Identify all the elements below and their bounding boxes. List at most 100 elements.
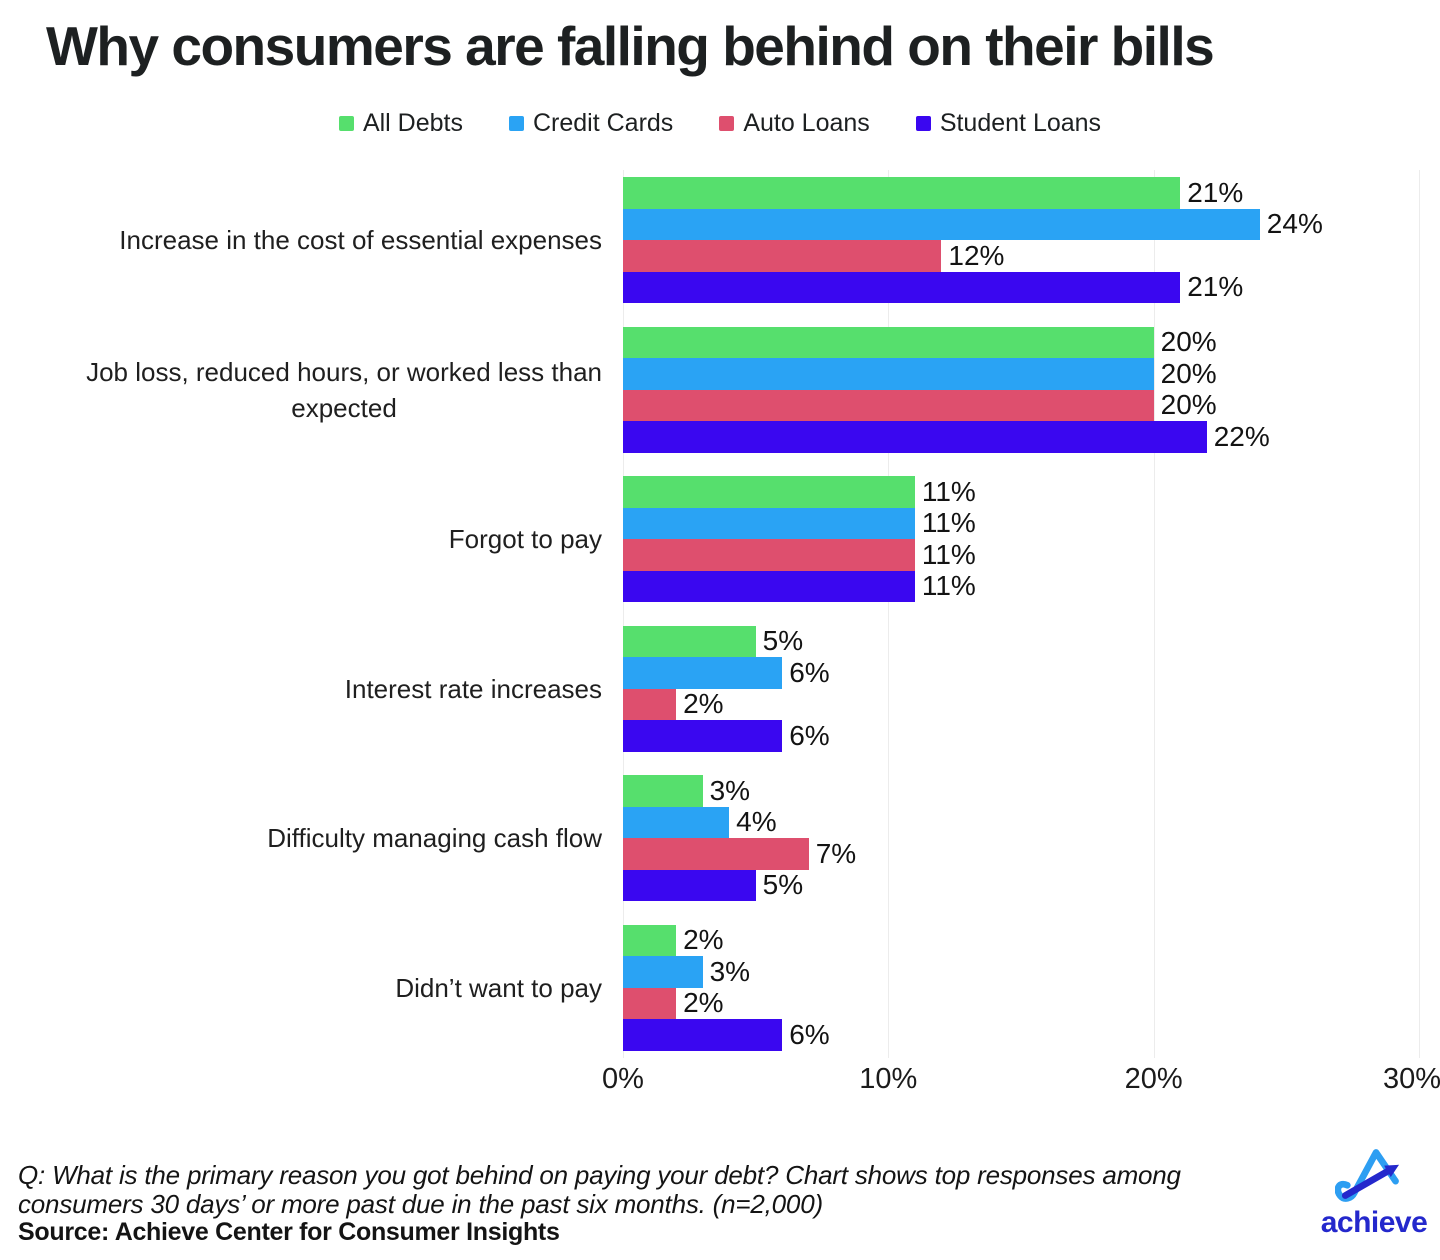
bar-value-label: 11% — [921, 570, 976, 602]
bar-value-label: 22% — [1213, 420, 1270, 452]
category-bars: 2% 3% 2% 6% — [623, 924, 1419, 1051]
bar-value-label: 2% — [683, 688, 724, 720]
bar — [623, 657, 783, 689]
bar — [623, 326, 1154, 358]
category-label: Interest rate increases — [344, 673, 602, 704]
gridline — [1153, 170, 1155, 1058]
bar-value-label: 21% — [1187, 176, 1244, 208]
bar-row: 6% — [623, 720, 1419, 752]
bar — [623, 775, 703, 807]
x-axis-tick: 30% — [1383, 1063, 1440, 1095]
bar-row: 4% — [623, 806, 1419, 838]
bar-value-label: 20% — [1160, 357, 1217, 389]
bar-row: 3% — [623, 956, 1419, 988]
bar — [623, 539, 915, 571]
bar-row: 21% — [623, 271, 1419, 303]
gridline — [1419, 170, 1420, 1058]
bar — [623, 507, 915, 539]
bar-value-label: 3% — [709, 955, 751, 987]
source-line: Source: Achieve Center for Consumer Insi… — [18, 1218, 560, 1246]
bar-row: 12% — [623, 240, 1419, 272]
legend-swatch-icon — [338, 115, 354, 131]
bar — [623, 806, 730, 838]
bar-row: 6% — [623, 657, 1419, 689]
bar — [623, 476, 915, 508]
bar-row: 5% — [623, 869, 1419, 901]
legend-label: Student Loans — [939, 108, 1102, 137]
x-axis: 0% 10% 20% 30% — [602, 1062, 1440, 1098]
bar — [623, 421, 1207, 453]
legend-item: Credit Cards — [508, 108, 674, 138]
legend-item: Auto Loans — [719, 109, 870, 138]
bar — [623, 688, 677, 720]
footnote-question: Q: What is the primary reason you got be… — [18, 1160, 1181, 1219]
bar — [623, 924, 677, 956]
bar-row: 7% — [623, 838, 1419, 870]
bar — [623, 358, 1154, 390]
bar — [623, 956, 703, 988]
category-group: Job loss, reduced hours, or worked less … — [0, 326, 1440, 453]
bar-value-label: 3% — [709, 774, 751, 806]
category-group: Difficulty managing cash flow 3% 4% 7% 5… — [0, 775, 1440, 901]
category-label: Difficulty managing cash flow — [267, 823, 602, 853]
legend-swatch-icon — [719, 115, 735, 131]
bar-value-label: 5% — [762, 625, 804, 657]
bar-row: 3% — [623, 775, 1419, 807]
bar-value-label: 12% — [948, 239, 1005, 271]
bar-value-label: 2% — [683, 924, 724, 956]
category-bars: 11% 11% 11% 11% — [623, 476, 1419, 602]
legend-item: All Debts — [338, 109, 463, 138]
bar-row: 2% — [623, 924, 1419, 956]
bar — [623, 987, 677, 1019]
bar-value-label: 2% — [683, 987, 724, 1019]
achieve-logo-text: achieve — [1320, 1206, 1428, 1239]
bar-row: 5% — [623, 625, 1419, 657]
legend-item: Student Loans — [915, 108, 1102, 138]
bar-row: 11% — [623, 507, 1419, 539]
bar-row: 11% — [623, 570, 1419, 602]
bar-row: 20% — [623, 326, 1419, 358]
category-label: Didn’t want to pay — [395, 972, 602, 1003]
bar-groups: Increase in the cost of essential expens… — [0, 177, 1440, 1057]
bar-value-label: 20% — [1160, 326, 1217, 358]
gridlines — [623, 170, 1420, 1058]
bar-value-label: 20% — [1160, 389, 1217, 421]
bar-row: 20% — [623, 389, 1419, 421]
bar — [623, 389, 1154, 421]
bar-value-label: 7% — [815, 837, 857, 869]
bar — [623, 720, 783, 752]
legend-label: Credit Cards — [532, 108, 674, 137]
bar-value-label: 24% — [1266, 208, 1323, 240]
bar-row: 6% — [623, 1019, 1419, 1051]
category-bars: 20% 20% 20% 22% — [623, 326, 1419, 453]
category-group: Didn’t want to pay 2% 3% 2% 6% — [0, 924, 1440, 1051]
bar — [623, 177, 1181, 209]
bar-value-label: 4% — [736, 806, 777, 838]
legend-swatch-icon — [915, 115, 931, 131]
legend: All Debts Credit Cards Auto Loans Studen… — [0, 106, 1440, 140]
bar — [623, 271, 1181, 303]
bar — [623, 838, 809, 870]
category-label: Forgot to pay — [448, 524, 602, 554]
gridline — [888, 170, 890, 1058]
bar-row: 24% — [623, 208, 1419, 240]
bar-row: 2% — [623, 688, 1419, 720]
bar-value-label: 6% — [789, 656, 830, 688]
bar-row: 21% — [623, 177, 1419, 209]
bar-row: 2% — [623, 987, 1419, 1019]
bar-value-label: 11% — [921, 475, 976, 507]
bar-row: 11% — [623, 539, 1419, 571]
x-axis-tick: 0% — [602, 1063, 644, 1095]
bar — [623, 1019, 783, 1051]
bar — [623, 570, 915, 602]
category-bars: 5% 6% 2% 6% — [623, 625, 1419, 752]
bar-row: 20% — [623, 358, 1419, 390]
category-group: Interest rate increases 5% 6% 2% 6% — [0, 625, 1440, 752]
bar-value-label: 11% — [921, 538, 976, 570]
category-bars: 3% 4% 7% 5% — [623, 775, 1419, 901]
achieve-logo-icon — [1335, 1149, 1400, 1202]
category-label: Increase in the cost of essential expens… — [119, 225, 602, 255]
x-axis-tick: 10% — [859, 1063, 918, 1095]
gridline — [623, 170, 624, 1058]
